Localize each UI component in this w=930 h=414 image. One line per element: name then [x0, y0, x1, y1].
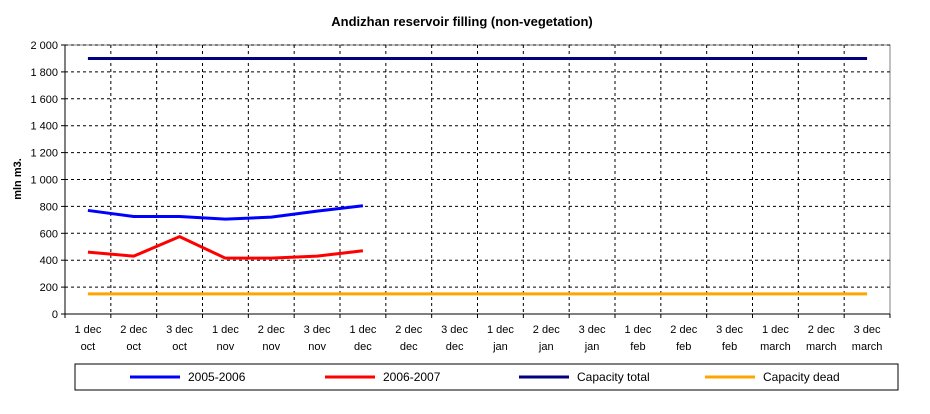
x-tick-label: 3 dec	[166, 324, 193, 336]
x-tick-label-month: dec	[446, 341, 464, 353]
x-tick-label: 1 dec	[624, 324, 651, 336]
x-tick-label: 1 dec	[74, 324, 101, 336]
series-layer	[87, 56, 868, 296]
x-tick-label: 3 dec	[579, 324, 606, 336]
x-tick-label-month: march	[760, 341, 791, 353]
chart-title: Andizhan reservoir filling (non-vegetati…	[331, 14, 592, 29]
x-tick-label-month: oct	[172, 341, 187, 353]
legend-entry: 2005-2006	[188, 370, 246, 384]
legend-entry: Capacity total	[577, 370, 650, 384]
x-tick-label-month: nov	[217, 341, 235, 353]
x-tick-label: 2 dec	[533, 324, 560, 336]
x-tick-label: 3 dec	[854, 324, 881, 336]
x-tick-label-month: dec	[354, 341, 372, 353]
x-tick-label: 2 dec	[395, 324, 422, 336]
legend-box	[74, 363, 899, 391]
x-tick-label: 2 dec	[258, 324, 285, 336]
x-tick-label-month: march	[806, 341, 837, 353]
x-tick-label-month: dec	[400, 341, 418, 353]
y-tick-label: 800	[40, 201, 58, 213]
x-tick-label-month: march	[852, 341, 883, 353]
y-tick-label: 0	[52, 309, 58, 321]
legend: 2005-2006 2006-2007 Capacity total Capacity…	[74, 363, 899, 391]
y-tick-label: 1 400	[30, 121, 58, 133]
x-tick-label: 2 dec	[670, 324, 697, 336]
x-tick-label-month: oct	[126, 341, 141, 353]
y-axis-label: mln m3.	[12, 158, 24, 200]
x-tick-label: 3 dec	[304, 324, 331, 336]
legend-entry: Capacity dead	[763, 370, 840, 384]
y-axis-ticks: 0 200 400 600 800 1 000 1 200 1 400 1 600 1 800 2 …	[30, 40, 65, 321]
y-tick-label: 200	[40, 282, 58, 294]
y-tick-label: 1 200	[30, 148, 58, 160]
y-tick-label: 1 800	[30, 67, 58, 79]
x-tick-label-month: nov	[308, 341, 326, 353]
y-tick-label: 400	[40, 255, 58, 267]
x-tick-label-month: oct	[81, 341, 96, 353]
x-tick-label: 2 dec	[120, 324, 147, 336]
x-tick-label-month: feb	[722, 341, 737, 353]
x-tick-label: 1 dec	[349, 324, 376, 336]
x-tick-label-month: jan	[492, 341, 508, 353]
x-tick-label-month: jan	[584, 341, 600, 353]
x-tick-label: 3 dec	[716, 324, 743, 336]
x-tick-label: 1 dec	[487, 324, 514, 336]
y-tick-label: 600	[40, 228, 58, 240]
series-line-2	[87, 235, 364, 260]
x-tick-label: 2 dec	[808, 324, 835, 336]
plot-area	[64, 44, 891, 315]
x-tick-label-month: jan	[538, 341, 554, 353]
x-tick-label-month: feb	[676, 341, 691, 353]
x-tick-label-month: nov	[262, 341, 280, 353]
x-tick-label-month: feb	[630, 341, 645, 353]
y-tick-label: 1 000	[30, 175, 58, 187]
x-tick-label: 3 dec	[441, 324, 468, 336]
y-tick-label: 2 000	[30, 40, 58, 52]
x-axis-ticks: 1 dec oct 2 dec oct 3 dec oct 1 dec nov 2 dec nov…	[64, 314, 891, 353]
legend-entry: 2006-2007	[383, 370, 441, 384]
y-tick-label: 1 600	[30, 94, 58, 106]
x-tick-label: 1 dec	[762, 324, 789, 336]
x-tick-label: 1 dec	[212, 324, 239, 336]
series-line-1	[87, 204, 364, 221]
